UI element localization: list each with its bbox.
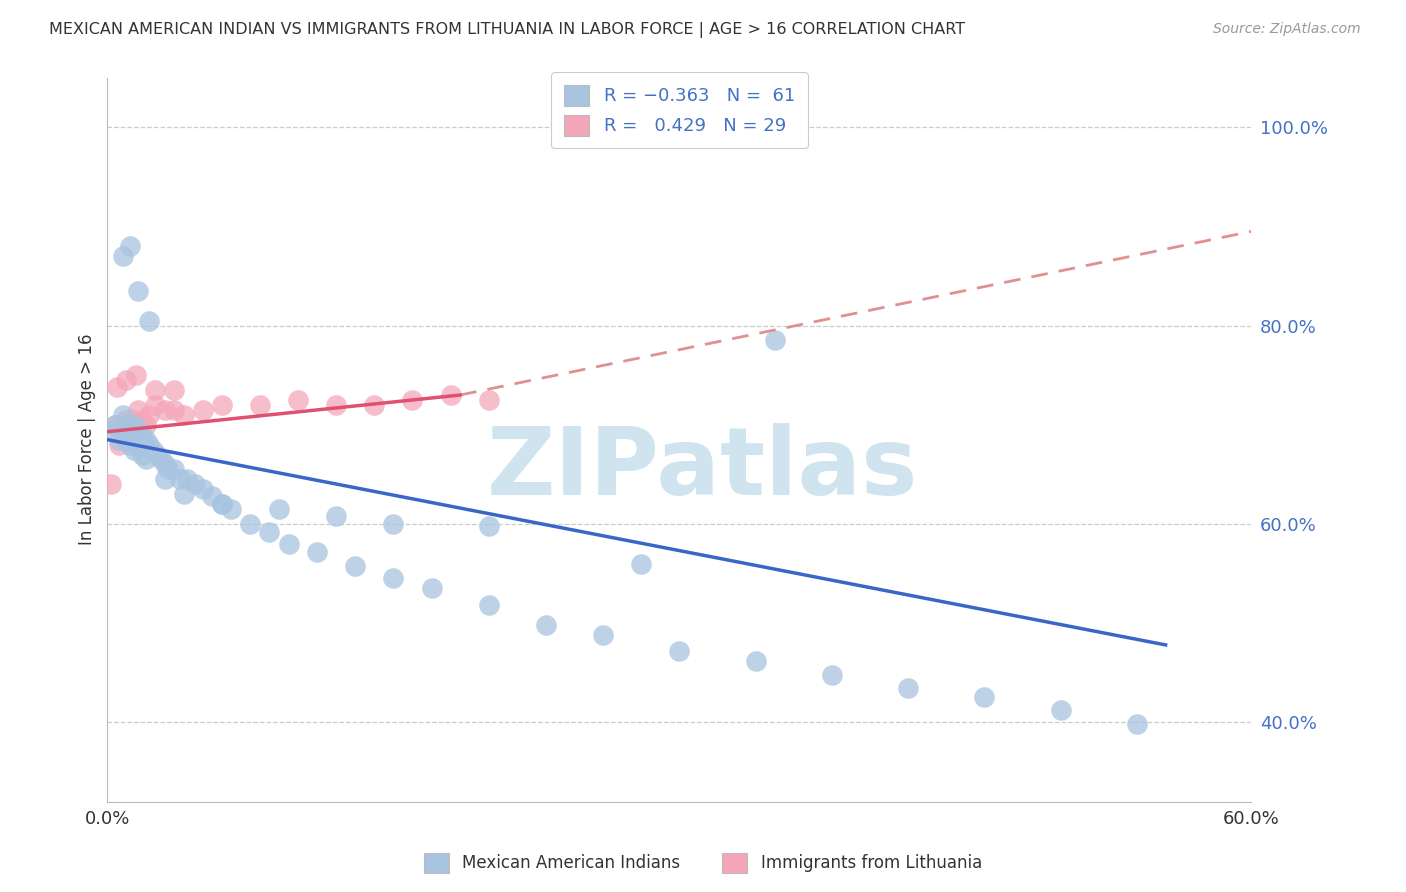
Point [104,417,127,432]
Point [122,442,145,457]
Point [821,667,844,681]
Point [163,403,186,417]
Point [382,572,405,586]
Point [153,472,176,486]
Point [344,558,367,573]
Point [478,519,501,533]
Point [267,502,290,516]
Point [138,408,160,422]
Point [120,437,142,451]
Point [127,423,149,437]
Point [122,413,145,427]
Point [287,392,309,407]
Point [184,477,207,491]
Point [100,477,122,491]
Point [115,413,138,427]
Point [100,423,122,437]
Point [138,437,160,451]
Point [249,398,271,412]
Point [143,383,166,397]
Point [149,452,172,467]
Point [191,482,214,496]
Point [127,437,149,451]
Point [325,398,347,412]
Point [134,452,156,467]
Point [138,313,160,327]
Point [127,403,149,417]
Point [211,398,233,412]
Point [111,423,134,437]
Legend: R = −0.363   N =  61, R =   0.429   N = 29: R = −0.363 N = 61, R = 0.429 N = 29 [551,72,807,148]
Point [211,497,233,511]
Point [163,462,186,476]
Point [173,487,195,501]
Point [176,472,198,486]
Point [763,334,786,348]
Point [277,537,299,551]
Point [111,249,134,263]
Point [307,545,329,559]
Point [478,392,501,407]
Legend: Mexican American Indians, Immigrants from Lithuania: Mexican American Indians, Immigrants fro… [418,847,988,880]
Point [153,458,176,472]
Point [592,628,614,642]
Point [157,462,180,476]
Point [191,403,214,417]
Point [115,373,138,387]
Point [439,388,461,402]
Point [239,516,262,531]
Point [108,437,131,451]
Point [744,654,766,668]
Point [363,398,385,412]
Point [534,618,557,632]
Text: Source: ZipAtlas.com: Source: ZipAtlas.com [1213,22,1361,37]
Point [131,448,153,462]
Point [325,508,347,523]
Point [120,239,142,253]
Point [115,417,138,432]
Point [173,408,195,422]
Point [125,368,148,383]
Point [897,681,920,695]
Point [630,557,652,571]
Point [259,524,281,539]
Point [163,383,186,397]
Point [105,380,128,394]
Point [401,392,423,407]
Point [169,472,191,486]
Y-axis label: In Labor Force | Age > 16: In Labor Force | Age > 16 [79,334,96,545]
Point [1126,717,1149,731]
Text: MEXICAN AMERICAN INDIAN VS IMMIGRANTS FROM LITHUANIA IN LABOR FORCE | AGE > 16 C: MEXICAN AMERICAN INDIAN VS IMMIGRANTS FR… [49,22,966,38]
Point [153,403,176,417]
Point [122,417,145,432]
Point [131,413,153,427]
Point [211,497,233,511]
Point [478,599,501,613]
Point [420,582,443,596]
Point [115,433,138,447]
Point [120,423,142,437]
Point [134,417,156,432]
Point [973,690,995,705]
Text: ZIPatlas: ZIPatlas [486,423,918,515]
Point [134,433,156,447]
Point [668,644,690,658]
Point [120,423,142,437]
Point [127,284,149,298]
Point [111,408,134,422]
Point [382,516,405,531]
Point [221,502,243,516]
Point [1049,703,1071,717]
Point [146,448,169,462]
Point [142,442,165,457]
Point [111,427,134,442]
Point [143,398,166,412]
Point [131,427,153,442]
Point [104,417,127,432]
Point [108,433,131,447]
Point [201,489,224,503]
